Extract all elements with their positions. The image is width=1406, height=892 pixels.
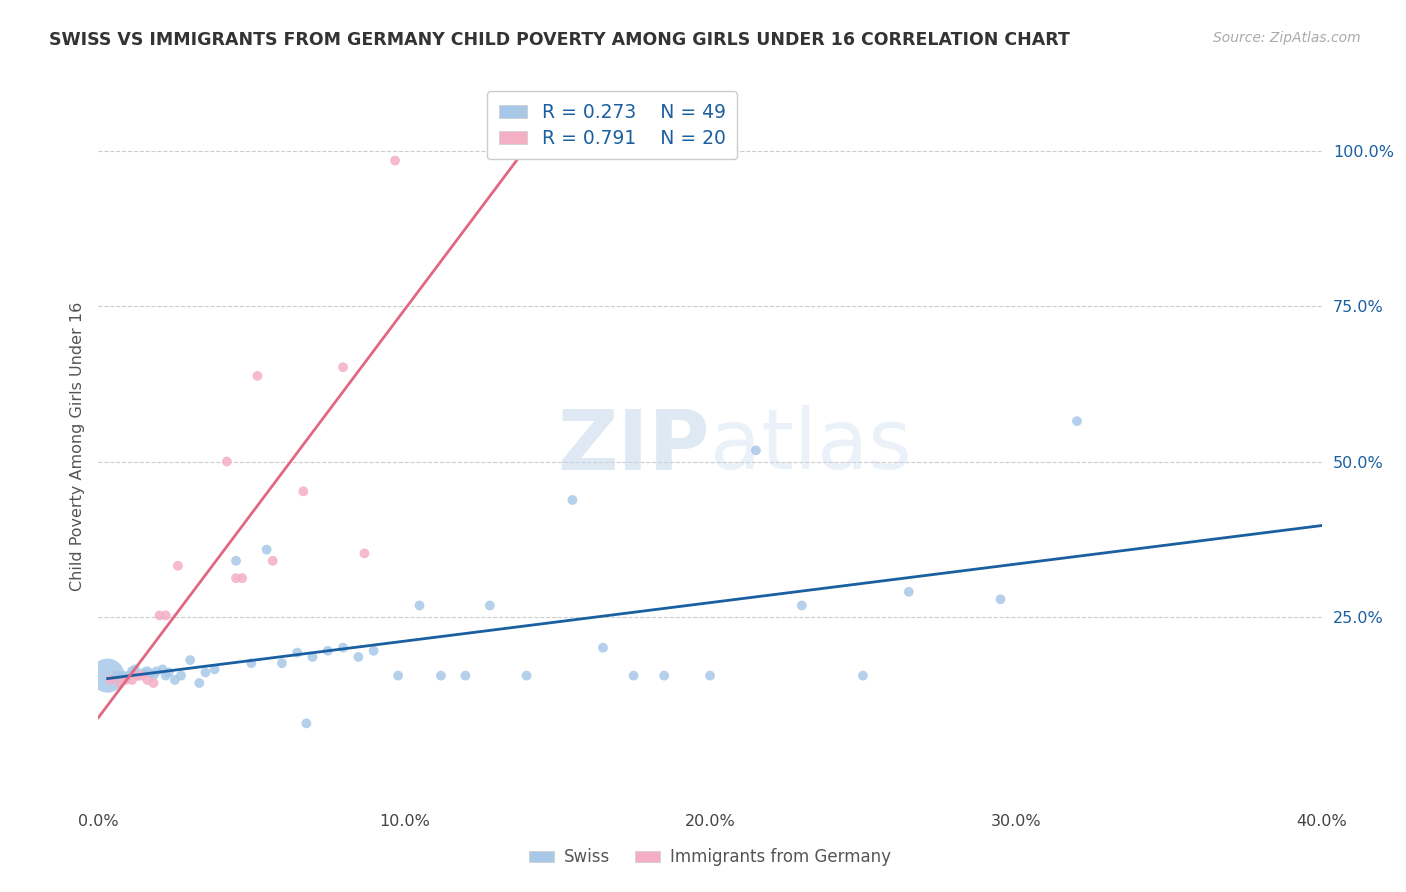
Point [142,676,165,690]
Point [108,676,131,690]
Point [204,662,226,676]
Point [215,454,238,468]
Point [295,716,318,731]
Legend: Swiss, Immigrants from Germany: Swiss, Immigrants from Germany [522,842,898,873]
Point [363,644,385,658]
Point [136,673,159,687]
Point [347,650,370,665]
Point [127,668,149,682]
Point [149,608,172,623]
Point [652,668,675,682]
Point [155,668,177,682]
Point [142,668,165,682]
Point [97,668,120,682]
Point [1066,414,1088,428]
Point [384,153,406,168]
Point [163,673,186,687]
Point [745,443,768,458]
Point [139,666,162,681]
Point [623,668,645,682]
Point [145,665,167,679]
Point [225,571,247,585]
Point [246,368,269,383]
Point [121,673,143,687]
Point [194,665,217,680]
Text: ZIP: ZIP [558,406,710,486]
Point [262,554,284,568]
Point [270,656,292,670]
Point [897,584,920,599]
Point [285,646,308,660]
Point [127,668,149,682]
Text: atlas: atlas [710,406,911,486]
Point [129,668,152,682]
Point [353,546,375,560]
Point [332,360,354,375]
Point [136,665,159,679]
Point [179,653,201,667]
Text: SWISS VS IMMIGRANTS FROM GERMANY CHILD POVERTY AMONG GIRLS UNDER 16 CORRELATION : SWISS VS IMMIGRANTS FROM GERMANY CHILD P… [49,31,1070,49]
Point [155,608,177,623]
Point [301,650,323,665]
Point [316,644,339,658]
Point [852,668,875,682]
Point [121,665,143,679]
Point [332,640,354,655]
Point [111,668,134,682]
Point [225,554,247,568]
Y-axis label: Child Poverty Among Girls Under 16: Child Poverty Among Girls Under 16 [69,301,84,591]
Point [105,668,128,682]
Point [170,668,193,682]
Point [188,676,211,690]
Point [408,599,430,613]
Point [134,665,156,680]
Point [699,668,721,682]
Point [231,571,253,585]
Point [256,542,278,557]
Point [157,665,180,680]
Text: Source: ZipAtlas.com: Source: ZipAtlas.com [1213,31,1361,45]
Point [167,558,190,573]
Point [115,673,138,687]
Point [561,493,583,508]
Point [240,656,263,670]
Point [152,662,174,676]
Point [100,673,122,687]
Point [454,668,477,682]
Point [387,668,409,682]
Point [478,599,501,613]
Point [430,668,453,682]
Point [790,599,813,613]
Point [124,662,146,676]
Point [118,668,141,682]
Point [592,640,614,655]
Point [292,484,315,499]
Point [516,668,538,682]
Point [990,592,1012,607]
